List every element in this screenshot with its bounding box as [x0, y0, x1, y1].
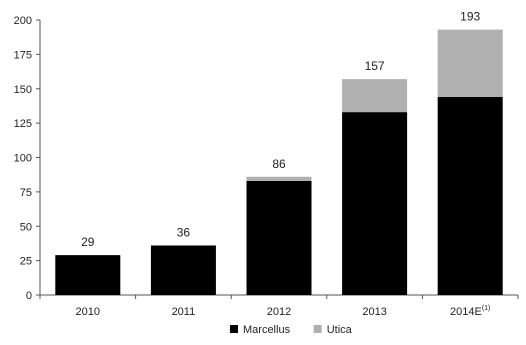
- bar-marcellus-2012: [246, 180, 312, 295]
- footnote-superscript: (1): [482, 305, 491, 312]
- bar-utica-2013: [342, 79, 408, 113]
- y-tick-label: 100: [14, 153, 32, 165]
- total-label: 29: [81, 235, 95, 249]
- y-tick-label: 175: [14, 49, 32, 61]
- x-tick-label: 2010: [76, 306, 100, 318]
- bar-marcellus-2014e: [437, 97, 503, 295]
- x-tick-label: 2012: [267, 306, 291, 318]
- y-tick-label: 200: [14, 15, 32, 27]
- y-tick-label: 0: [26, 290, 32, 302]
- y-tick-label: 125: [14, 118, 32, 130]
- bar-marcellus-2010: [55, 255, 121, 295]
- total-label: 157: [365, 59, 385, 73]
- bar-utica-2014e: [437, 29, 503, 97]
- total-label: 36: [177, 226, 191, 240]
- legend-label-utica: Utica: [327, 324, 353, 336]
- bar-marcellus-2011: [150, 245, 216, 295]
- legend-swatch-utica: [313, 325, 322, 333]
- x-tick-label: 2013: [362, 306, 386, 318]
- total-label: 86: [272, 157, 286, 171]
- total-labels: 29 36 86 157 193: [81, 10, 480, 250]
- legend: Marcellus Utica: [230, 324, 353, 336]
- x-axis-ticks: 2010 2011 2012 2013 2014E(1): [39, 295, 519, 318]
- total-label: 193: [460, 10, 480, 24]
- y-tick-label: 75: [20, 187, 32, 199]
- legend-swatch-marcellus: [230, 325, 238, 333]
- bar-series: [55, 29, 503, 295]
- bar-utica-2012: [246, 176, 312, 181]
- x-tick-label: 2014E(1): [450, 305, 490, 318]
- y-tick-label: 150: [14, 84, 32, 96]
- legend-label-marcellus: Marcellus: [243, 324, 291, 336]
- y-axis-ticks: 0 25 50 75 100 125 150 175 200: [14, 15, 40, 302]
- bar-marcellus-2013: [342, 112, 408, 295]
- y-tick-label: 25: [20, 256, 32, 268]
- x-tick-label: 2011: [172, 306, 196, 318]
- y-tick-label: 50: [20, 221, 32, 233]
